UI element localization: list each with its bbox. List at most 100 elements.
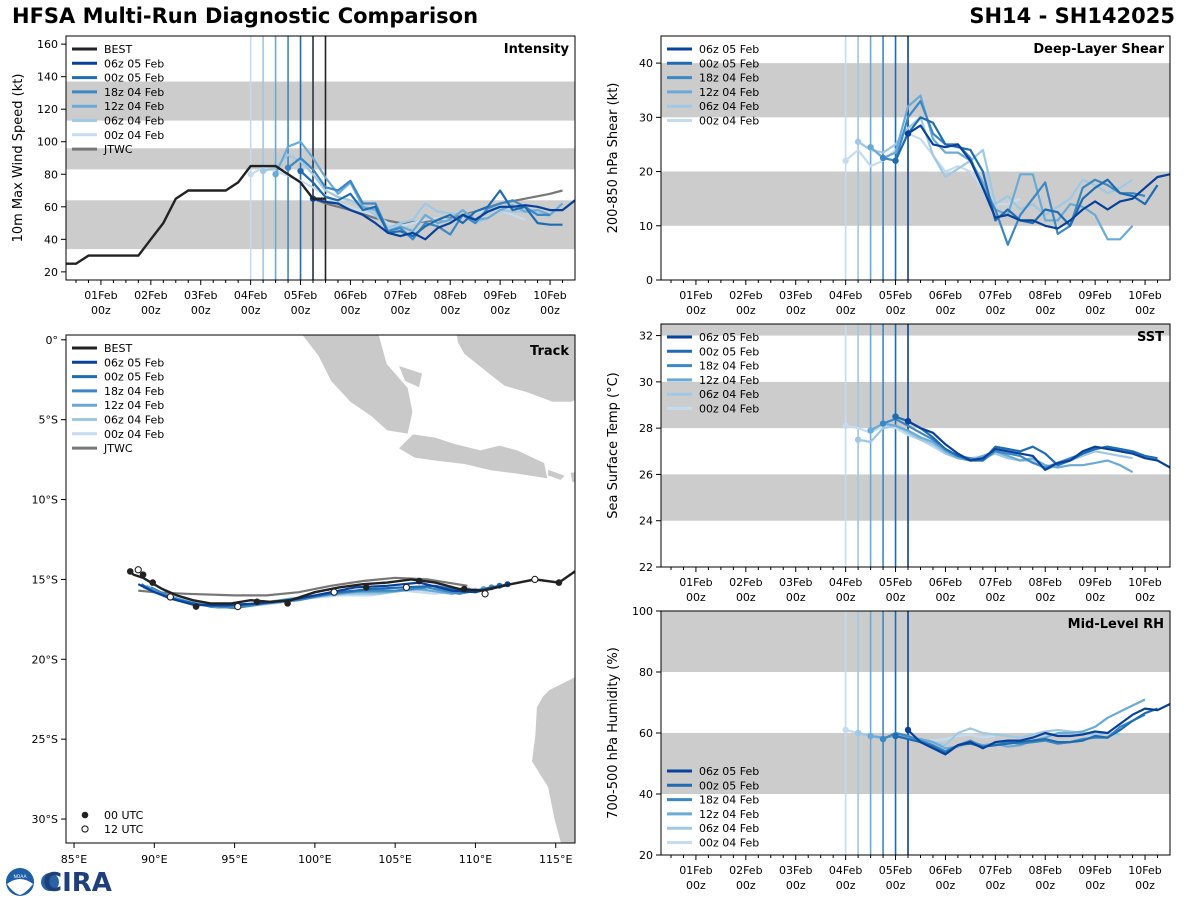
run-start-marker xyxy=(892,413,899,420)
x-tick-label: 02Feb xyxy=(134,289,167,302)
axes-frame xyxy=(65,334,576,844)
legend-label: 00z 05 Feb xyxy=(699,779,759,792)
threshold-band xyxy=(661,324,1170,336)
cira-logo-text: CIRA xyxy=(43,868,112,898)
legend-label: 06z 05 Feb xyxy=(699,43,759,56)
threshold-band xyxy=(661,474,1170,521)
y-tick-label: 60 xyxy=(44,201,58,214)
x-tick-label: 01Feb xyxy=(679,576,712,589)
run-start-marker xyxy=(904,130,912,137)
run-line-3 xyxy=(870,422,1134,474)
run-line-4 xyxy=(857,424,1133,471)
y-axis-label: 200-850 hPa Shear (kt) xyxy=(606,83,621,234)
x-tick-label: 08Feb xyxy=(1029,864,1062,877)
track-marker-12utc xyxy=(134,566,142,574)
marker-legend-label: 12 UTC xyxy=(104,823,144,836)
legend-label: BEST xyxy=(104,342,132,355)
track-marker-00utc xyxy=(415,577,423,585)
x-tick-label: 10Feb xyxy=(1128,289,1161,302)
x-tick-label: 00z xyxy=(836,879,856,892)
track-marker-00utc xyxy=(149,579,157,586)
java-land xyxy=(397,433,549,480)
legend-label: 00z 04 Feb xyxy=(699,403,759,416)
legend-label: 06z 05 Feb xyxy=(104,57,164,70)
x-tick-label: 00z xyxy=(985,591,1005,604)
y-tick-label: 60 xyxy=(639,727,653,740)
track-marker-00utc xyxy=(284,600,291,607)
y-tick-label: 120 xyxy=(37,103,58,116)
x-tick-label: 03Feb xyxy=(779,576,812,589)
lon-tick-label: 110°E xyxy=(459,853,492,866)
x-tick-label: 06Feb xyxy=(929,864,962,877)
x-tick-label: 00z xyxy=(1035,879,1055,892)
run-line-2 xyxy=(882,100,1146,246)
run-line-1 xyxy=(895,707,1158,754)
x-tick-label: 07Feb xyxy=(979,289,1012,302)
axes-frame xyxy=(660,323,1171,568)
y-tick-label: 32 xyxy=(639,330,653,343)
borneo-land xyxy=(455,335,575,403)
run-start-marker xyxy=(297,167,304,175)
run-start-marker xyxy=(854,729,862,737)
figure-title: HFSA Multi-Run Diagnostic Comparison xyxy=(12,4,479,28)
x-tick-label: 00z xyxy=(1135,591,1155,604)
y-axis-label: 10m Max Wind Speed (kt) xyxy=(11,74,26,243)
threshold-band xyxy=(66,148,575,170)
run-start-marker xyxy=(842,157,849,164)
legend-label: 18z 04 Feb xyxy=(699,360,759,373)
cira-logo-globe xyxy=(41,873,59,891)
run-line-3 xyxy=(869,94,1134,241)
track-panel: 85°E 90°E 95°E 100°E 105°E 110°E 115°E 0° 5°S 10°… xyxy=(32,334,576,866)
shear-plot-area xyxy=(661,36,1170,280)
x-tick-label: 00z xyxy=(686,879,706,892)
run-start-marker xyxy=(854,138,862,145)
y-tick-label: 100 xyxy=(37,136,58,149)
x-tick-label: 08Feb xyxy=(434,289,467,302)
track-marker-00utc xyxy=(139,571,147,578)
run-start-marker xyxy=(259,167,267,175)
panel-title: SST xyxy=(1137,330,1164,345)
lon-tick-label: 85°E xyxy=(61,853,87,866)
lon-tick-label: 90°E xyxy=(141,853,167,866)
x-tick-label: 00z xyxy=(886,879,906,892)
track-marker-12utc xyxy=(234,602,242,611)
run-line-0 xyxy=(312,197,575,241)
track-marker-00utc xyxy=(460,585,468,593)
sst-plot-area xyxy=(661,324,1170,567)
jtwc-track xyxy=(138,576,468,597)
x-tick-label: 04Feb xyxy=(829,289,862,302)
legend-label: 06z 05 Feb xyxy=(699,765,759,778)
panel-title: Intensity xyxy=(504,42,570,57)
bangka-island xyxy=(397,364,423,389)
legend-label: 00z 05 Feb xyxy=(104,72,164,85)
axes-frame xyxy=(660,35,1171,281)
x-tick-label: 00z xyxy=(985,304,1005,317)
track-marker-00utc xyxy=(362,584,370,591)
x-tick-label: 02Feb xyxy=(729,289,762,302)
legend-label: 00z 04 Feb xyxy=(699,115,759,128)
bali-island xyxy=(547,468,567,481)
legend-label: JTWC xyxy=(103,143,133,156)
panel-title: Mid-Level RH xyxy=(1068,617,1164,632)
lat-tick-label: 5°S xyxy=(39,414,58,427)
lon-tick-label: 105°E xyxy=(378,853,411,866)
run-line-0 xyxy=(907,703,1170,756)
y-tick-label: 20 xyxy=(639,166,653,179)
x-tick-label: 06Feb xyxy=(929,289,962,302)
y-tick-label: 160 xyxy=(37,38,58,51)
run-start-marker xyxy=(904,418,912,425)
axes-frame xyxy=(65,35,576,281)
x-tick-label: 00z xyxy=(540,304,560,317)
run-start-marker xyxy=(879,154,887,162)
run-start-marker xyxy=(272,171,279,178)
x-tick-label: 01Feb xyxy=(84,289,117,302)
legend-label: 12z 04 Feb xyxy=(699,86,759,99)
x-tick-label: 00z xyxy=(886,304,906,317)
run-line-1 xyxy=(894,116,1159,227)
legend-label: 06z 04 Feb xyxy=(104,115,164,128)
legend-label: 18z 04 Feb xyxy=(699,72,759,85)
panel-title: Deep-Layer Shear xyxy=(1033,42,1164,57)
x-tick-label: 00z xyxy=(836,591,856,604)
intensity-panel: 20 40 60 80 100 120 140 160 01Feb 00z 02Feb 00z 03Fe… xyxy=(11,35,576,317)
x-tick-label: 00z xyxy=(736,591,756,604)
